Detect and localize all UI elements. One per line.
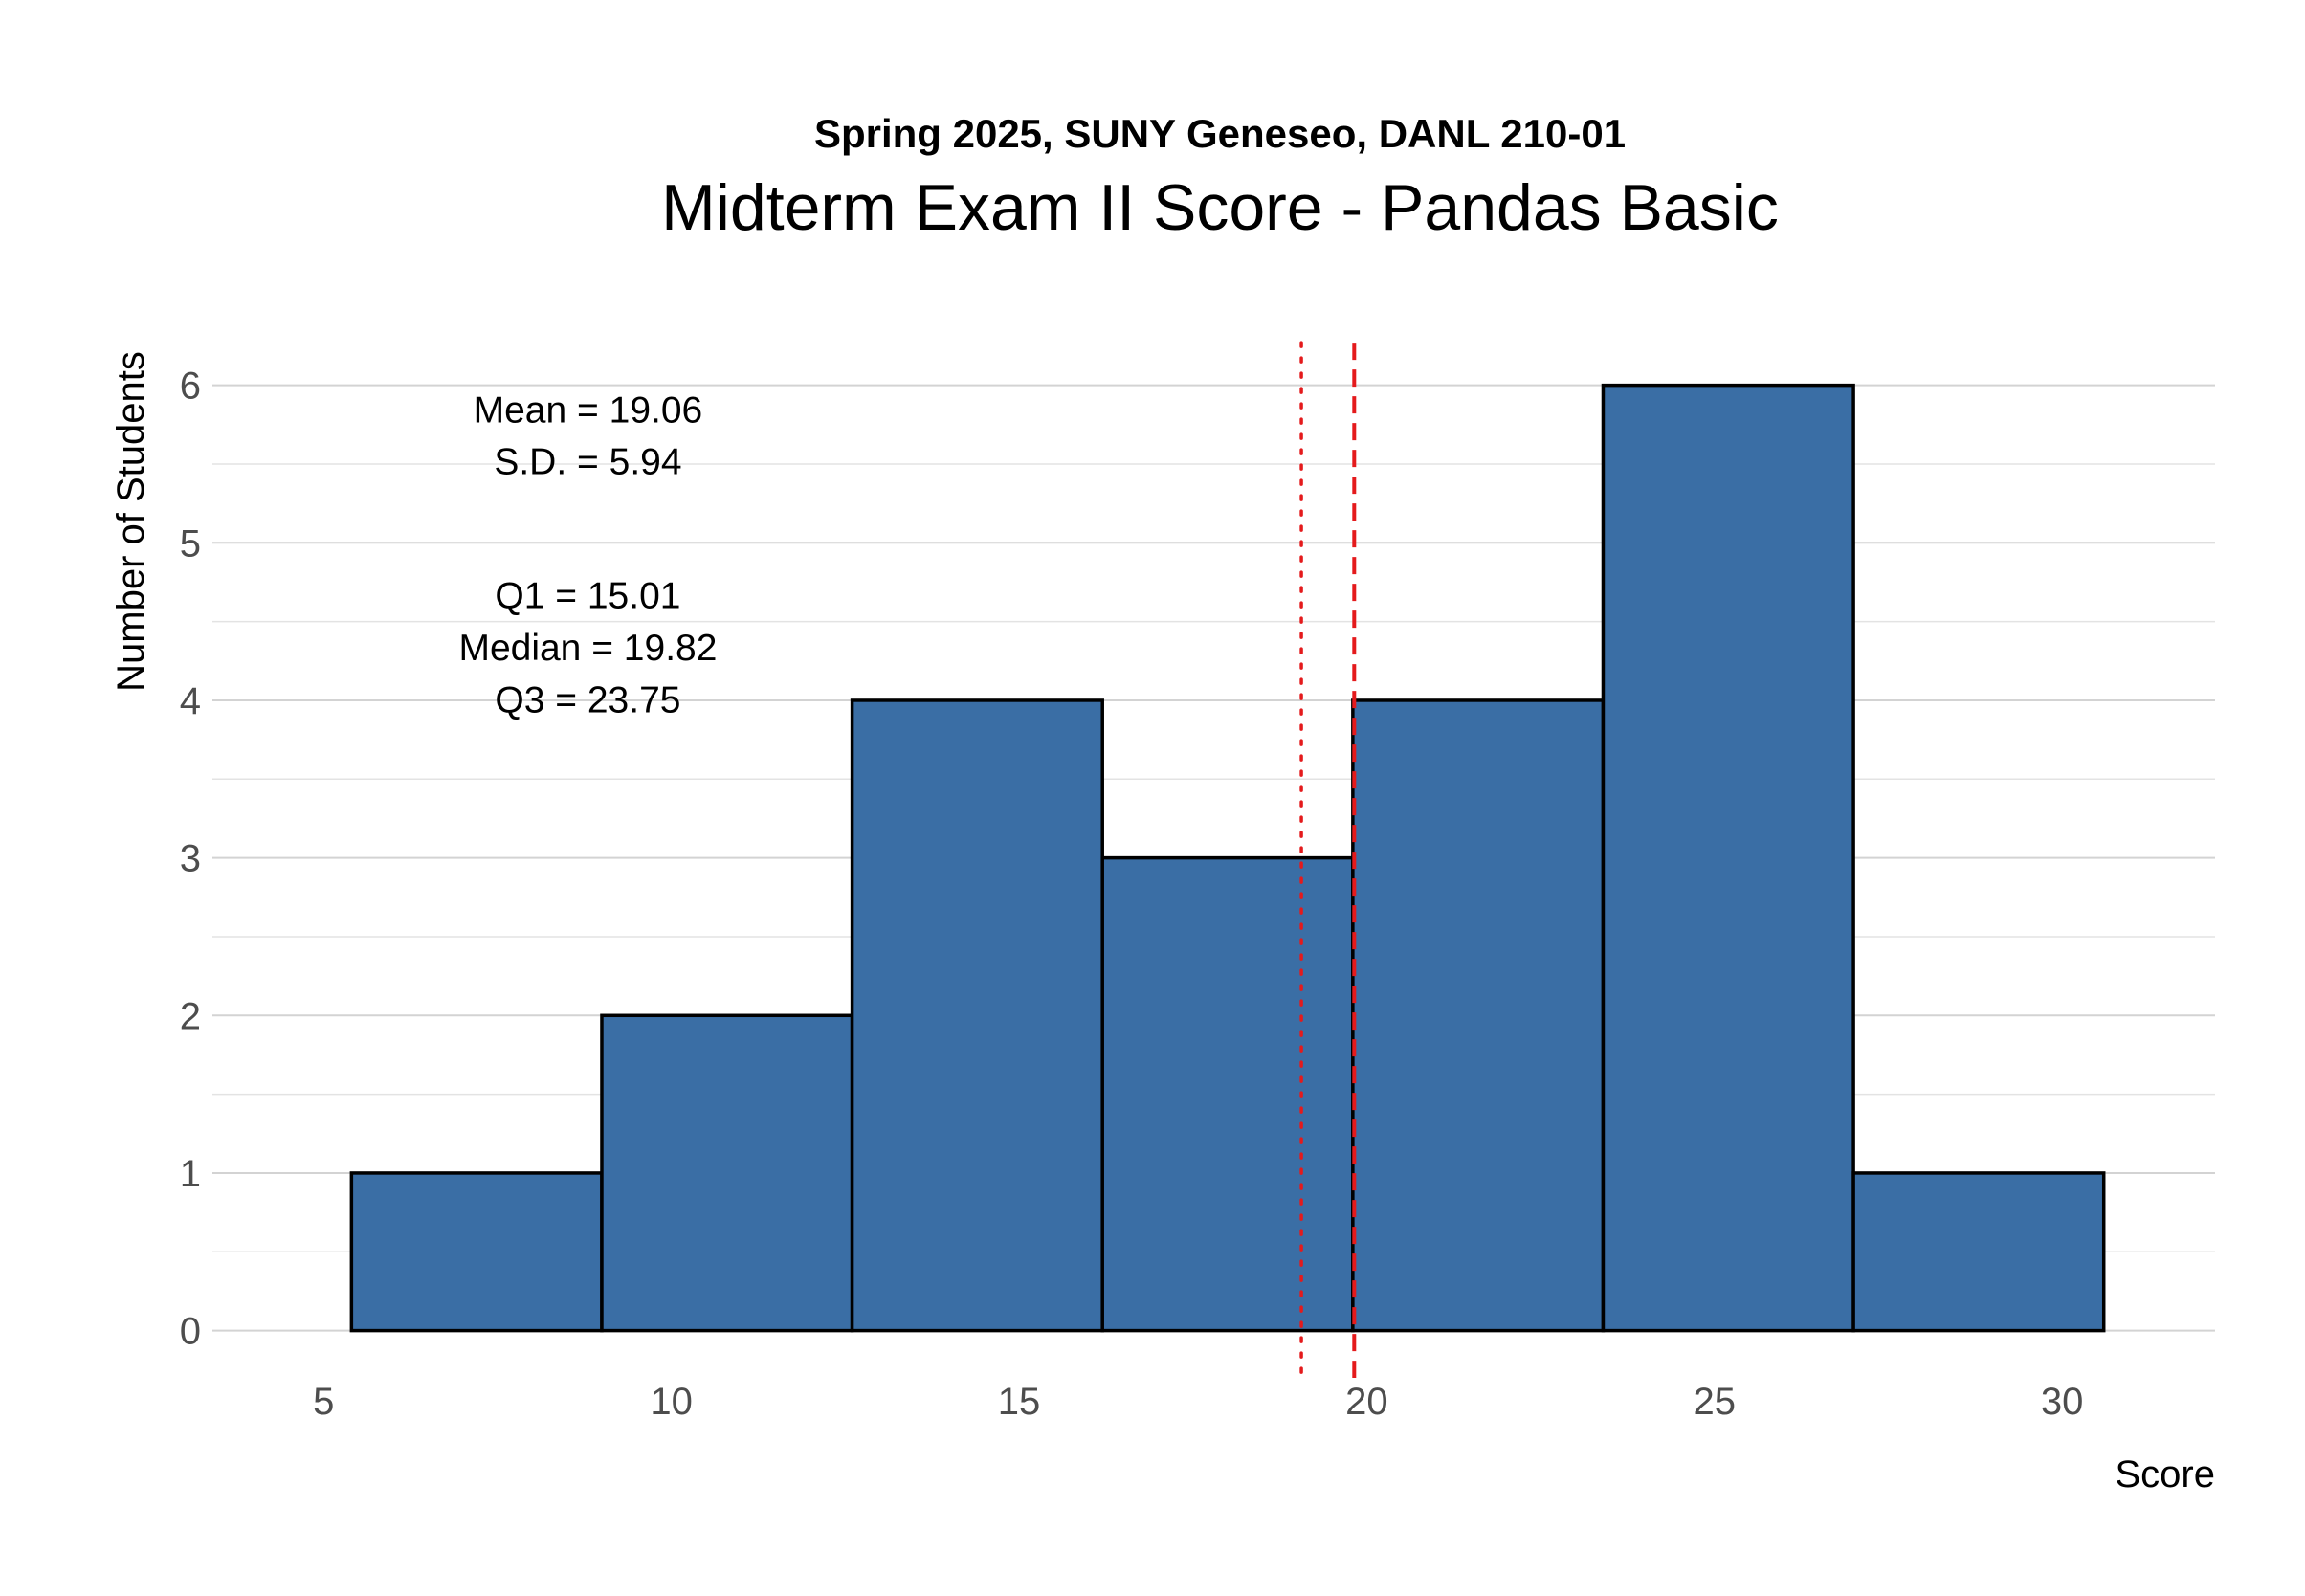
x-tick-label-2: 15 [998,1381,1041,1423]
y-tick-label-2: 2 [180,995,201,1037]
histogram-bar-6 [1851,1171,2106,1333]
x-tick-label-5: 30 [2041,1381,2084,1423]
stat-annotation-0: Mean = 19.06 [474,389,703,431]
y-tick-label-0: 0 [180,1311,201,1353]
chart-subtitle: Spring 2025, SUNY Geneseo, DANL 210-01 [814,111,1626,156]
stat-annotation-4: Q3 = 23.75 [495,679,680,720]
y-tick-label-3: 3 [180,838,201,880]
histogram-bar-5 [1601,383,1855,1333]
x-tick-label-0: 5 [313,1381,334,1423]
x-tick-label-4: 25 [1694,1381,1737,1423]
stat-annotation-1: S.D. = 5.94 [494,442,681,483]
x-tick-label-3: 20 [1345,1381,1388,1423]
histogram-bars [349,383,2106,1333]
x-tick-label-1: 10 [650,1381,693,1423]
x-axis-ticks: 5 10 15 20 25 30 [313,1381,2083,1423]
stat-annotation-3: Median = 19.82 [458,628,717,669]
histogram-bar-2 [850,698,1104,1333]
y-tick-label-4: 4 [180,680,201,722]
histogram-bar-4 [1351,698,1606,1333]
gridlines [212,384,2215,1332]
y-axis-ticks: 0 1 2 3 4 5 6 [180,366,201,1353]
reference-lines [1299,341,1357,1380]
y-tick-label-1: 1 [180,1153,201,1195]
statistics-annotations: Mean = 19.06 S.D. = 5.94 Q1 = 15.01 Median … [458,389,717,720]
histogram-bar-0 [349,1171,604,1333]
histogram-bar-1 [600,1013,854,1333]
chart-title: Midterm Exam II Score - Pandas Basic [661,171,1779,244]
y-axis-label: Number of Students [110,351,152,692]
y-tick-label-6: 6 [180,366,201,408]
y-tick-label-5: 5 [180,522,201,565]
stat-annotation-2: Q1 = 15.01 [495,576,680,617]
x-axis-label: Score [2116,1453,2216,1496]
histogram-bar-3 [1100,855,1355,1333]
